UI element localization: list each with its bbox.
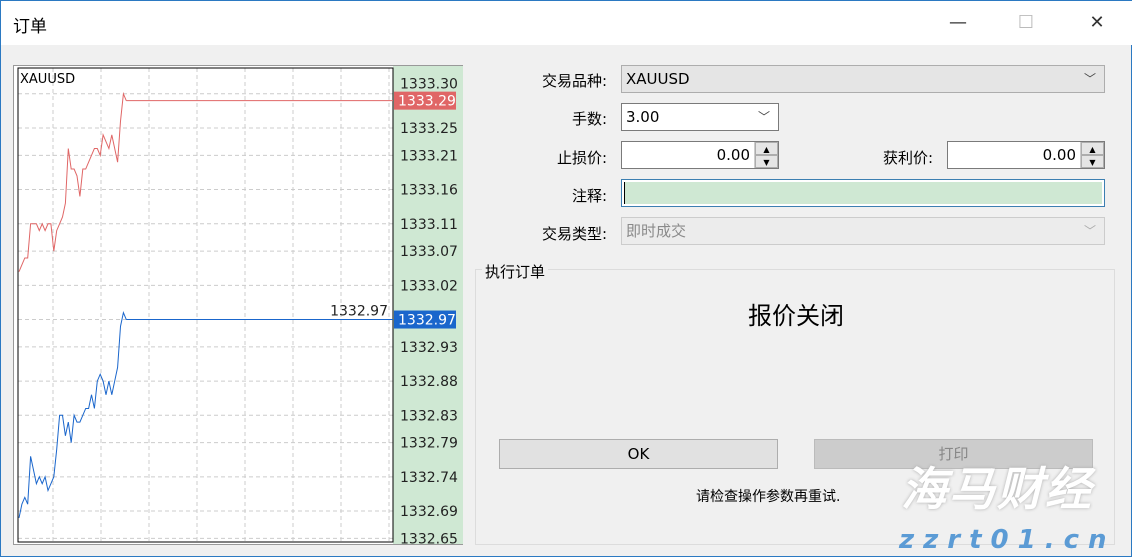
spin-down-icon[interactable]: ▼ [1081, 155, 1104, 168]
comment-input[interactable] [621, 179, 1105, 207]
minimize-button[interactable]: — [949, 12, 967, 33]
tick-label: 1333.07 [400, 244, 458, 260]
stoploss-input[interactable]: 0.00 ▲ ▼ [621, 141, 779, 169]
chevron-down-icon: ﹀ [1083, 224, 1096, 238]
tick-label: 1332.65 [400, 531, 458, 544]
chart-symbol: XAUUSD [20, 72, 76, 87]
tick-label: 1332.97 [330, 304, 388, 320]
tick-label: 1332.93 [400, 340, 458, 356]
spin-up-icon[interactable]: ▲ [1081, 142, 1104, 155]
bid-line [18, 311, 127, 518]
comment-value [624, 182, 1102, 204]
order-type-value: 即时成交 [626, 222, 687, 240]
plot-frame [17, 67, 394, 543]
stoploss-label: 止损价: [556, 149, 607, 167]
ok-button[interactable]: OK [499, 439, 778, 469]
order-type-select[interactable]: 即时成交 ﹀ [621, 217, 1105, 245]
tick-label: 1332.88 [400, 374, 458, 390]
tick-label: 1333.11 [400, 217, 458, 233]
title-bar: 订单 — ☐ ✕ [1, 1, 1132, 45]
ask-price-tag [394, 91, 456, 110]
volume-combo[interactable]: 3.00 ﹀ [621, 103, 779, 131]
price-axis [393, 66, 463, 544]
tick-label: 1333.30 [400, 77, 458, 93]
chevron-down-icon: ﹀ [1083, 72, 1096, 86]
watermark-url: zzrt01.cn [899, 525, 1116, 555]
tick-label: 1332.74 [400, 470, 458, 486]
window-title: 订单 [13, 17, 47, 37]
ask-line [18, 91, 127, 272]
tick-label: 1332.79 [400, 436, 458, 452]
stoploss-spinner[interactable]: ▲ ▼ [754, 142, 778, 168]
status-text: 报价关闭 [748, 302, 844, 330]
symbol-label: 交易品种: [541, 72, 607, 90]
chart-canvas: 1333.30 1333.25 1333.21 1333.16 1333.11 1333.… [17, 66, 463, 544]
ask-price-label: 1333.29 [398, 94, 456, 110]
tick-label: 1333.21 [400, 148, 458, 164]
watermark-logo: 海马财经 [901, 462, 1093, 516]
tick-label: 1333.16 [400, 183, 458, 199]
spin-up-icon[interactable]: ▲ [755, 142, 778, 155]
tick-label: 1332.83 [400, 408, 458, 424]
tick-label: 1333.02 [400, 278, 458, 294]
bid-price-tag [394, 310, 456, 329]
takeprofit-label: 获利价: [882, 149, 933, 167]
close-button[interactable]: ✕ [1089, 12, 1105, 33]
symbol-select[interactable]: XAUUSD ﹀ [621, 65, 1105, 93]
takeprofit-input[interactable]: 0.00 ▲ ▼ [947, 141, 1105, 169]
tick-label: 1332.69 [400, 504, 458, 520]
stoploss-value: 0.00 [716, 146, 750, 164]
order-type-label: 交易类型: [541, 225, 607, 243]
volume-value: 3.00 [626, 108, 660, 126]
spin-down-icon[interactable]: ▼ [755, 155, 778, 168]
execution-group: 执行订单 报价关闭 OK 打印 请检查操作参数再重试. [475, 261, 1115, 545]
takeprofit-spinner[interactable]: ▲ ▼ [1080, 142, 1104, 168]
volume-label: 手数: [571, 110, 607, 128]
takeprofit-value: 0.00 [1042, 146, 1076, 164]
message-text: 请检查操作参数再重试. [696, 489, 841, 505]
tick-chart: 1333.30 1333.25 1333.21 1333.16 1333.11 1333.… [13, 65, 463, 545]
chevron-down-icon: ﹀ [757, 110, 770, 124]
print-button[interactable]: 打印 [814, 439, 1093, 469]
tick-label: 1333.25 [400, 121, 458, 137]
symbol-value: XAUUSD [626, 70, 690, 88]
maximize-button[interactable]: ☐ [1017, 12, 1035, 33]
bid-price-label: 1332.97 [398, 313, 456, 329]
group-title: 执行订单 [482, 261, 549, 282]
comment-label: 注释: [571, 187, 607, 205]
